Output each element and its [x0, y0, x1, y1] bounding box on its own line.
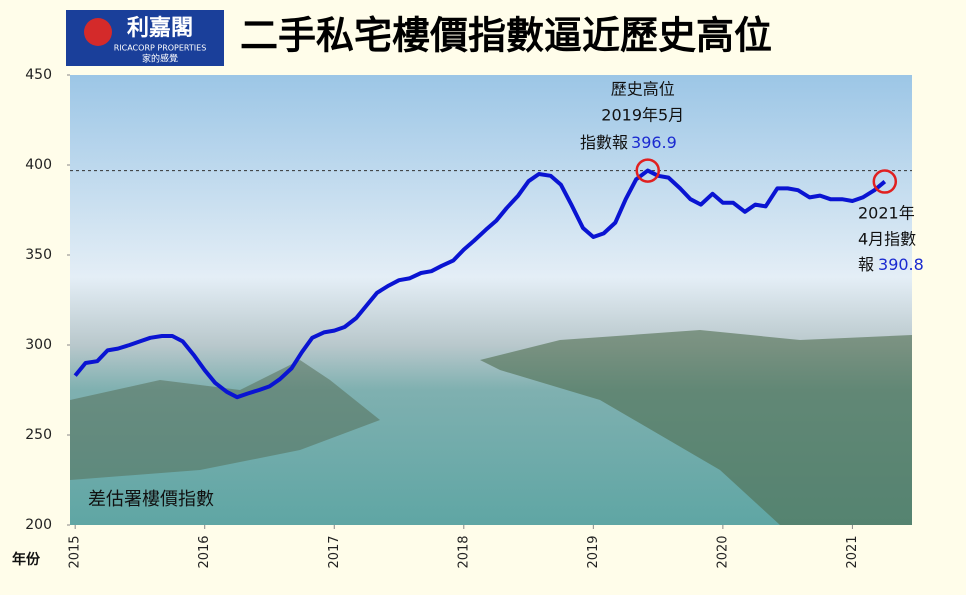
y-tick-label: 450 — [25, 67, 52, 83]
x-tick-label: 2018 — [456, 535, 471, 568]
y-tick-label: 200 — [25, 517, 52, 533]
x-tick-label: 2015 — [68, 535, 83, 568]
logo-english: RICACORP PROPERTIES — [114, 44, 207, 53]
annotation: 歷史高位 — [611, 80, 675, 99]
logo-slogan: 家的感覺 — [142, 53, 178, 65]
x-tick-label: 2016 — [197, 535, 212, 568]
annotation: 2021年 — [858, 204, 915, 223]
x-tick-label: 2019 — [586, 535, 601, 568]
x-tick-label: 2017 — [327, 535, 342, 568]
y-tick-label: 250 — [25, 427, 52, 443]
value-label: 390.8 — [878, 255, 924, 274]
highlight-circle — [635, 158, 660, 183]
annotation: 指數報 396.9 — [580, 133, 677, 152]
highlight-circle — [872, 169, 898, 194]
logo-name: 利嘉閣 — [127, 15, 193, 41]
annotation-text: 報 — [858, 255, 874, 274]
chart-title: 二手私宅樓價指數逼近歷史高位 — [240, 14, 772, 58]
annotation: 4月指數 — [858, 230, 916, 249]
value-label: 396.9 — [631, 133, 677, 152]
x-axis-label: 年份 — [12, 551, 41, 568]
y-tick-label: 400 — [25, 157, 52, 173]
annotation-text: 指數報 — [580, 133, 628, 152]
logo-icon — [84, 18, 112, 46]
x-tick-label: 2020 — [715, 535, 730, 568]
x-tick-label: 2021 — [845, 535, 860, 568]
hill — [70, 360, 380, 480]
series-line — [73, 168, 887, 400]
annotation: 報 390.8 — [858, 255, 924, 274]
annotation: 2019年5月 — [601, 106, 684, 125]
hill — [480, 330, 912, 525]
y-tick-label: 300 — [25, 337, 52, 353]
source-label: 差估署樓價指數 — [88, 489, 214, 510]
y-tick-label: 350 — [25, 247, 52, 263]
